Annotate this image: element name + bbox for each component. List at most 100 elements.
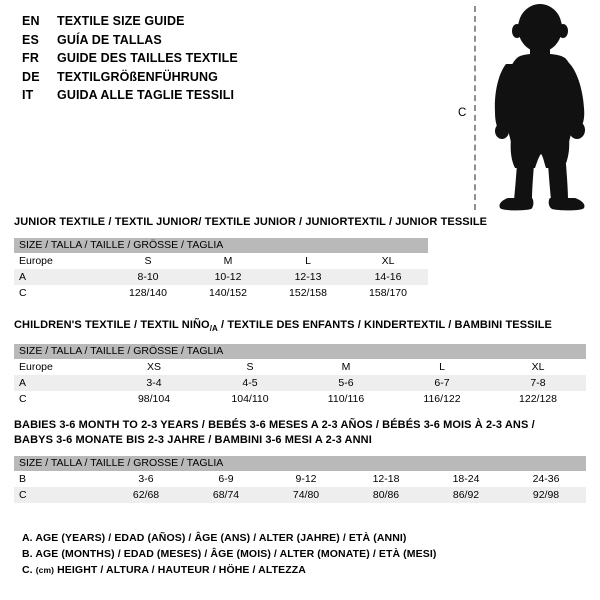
legend-line-c: C. (cm) HEIGHT / ALTURA / HAUTEUR / HÖHE… [22, 562, 436, 578]
measurement-legend: A. AGE (YEARS) / EDAD (AÑOS) / ÂGE (ANS)… [22, 530, 436, 578]
size-header-label: SIZE / TALLA / TAILLE / GRÖSSE / TAGLIA [14, 238, 429, 253]
table-row: C 62/68 68/74 74/80 80/86 86/92 92/98 [14, 487, 587, 503]
row-label-a: A [14, 269, 108, 285]
cell-value: L [394, 359, 490, 376]
row-label-a: A [14, 375, 106, 392]
cell-value: S [108, 253, 188, 269]
cell-value: S [202, 359, 298, 376]
language-row-es: ES GUÍA DE TALLAS [22, 33, 422, 52]
section-babies-textile: BABIES 3-6 MONTH TO 2-3 YEARS / BEBÉS 3-… [14, 418, 587, 503]
cell-value: 116/122 [394, 391, 490, 408]
language-row-en: EN TEXTILE SIZE GUIDE [22, 14, 422, 33]
section-children-textile: CHILDREN'S TEXTILE / TEXTIL NIÑO/A / TEX… [14, 318, 586, 408]
language-code-fr: FR [22, 51, 40, 65]
section-title-children-part1: CHILDREN'S TEXTILE / TEXTIL NIÑO [14, 319, 210, 331]
babies-size-table: SIZE / TALLA / TAILLE / GROSSE / TAGLIA … [14, 456, 587, 503]
cell-value: 110/116 [298, 391, 394, 408]
cell-value: 128/140 [108, 285, 188, 301]
section-title-children-part2: / TEXTILE DES ENFANTS / KINDERTEXTIL / B… [217, 319, 552, 331]
cell-value: XL [348, 253, 429, 269]
cell-value: 122/128 [490, 391, 586, 408]
cell-value: 12-13 [268, 269, 348, 285]
legend-line-c-unit: (cm) [35, 565, 55, 575]
cell-value: 80/86 [346, 487, 426, 503]
table-row: A 8-10 10-12 12-13 14-16 [14, 269, 429, 285]
cell-value: 5-6 [298, 375, 394, 392]
language-code-en: EN [22, 14, 40, 28]
table-row: A 3-4 4-5 5-6 6-7 7-8 [14, 375, 586, 392]
cell-value: L [268, 253, 348, 269]
junior-size-table: SIZE / TALLA / TAILLE / GRÖSSE / TAGLIA … [14, 238, 429, 301]
language-code-de: DE [22, 69, 40, 84]
table-header-row: SIZE / TALLA / TAILLE / GRÖSSE / TAGLIA [14, 344, 586, 360]
cell-value: 18-24 [426, 471, 506, 487]
cell-value: 24-36 [506, 471, 587, 487]
legend-line-c-rest: HEIGHT / ALTURA / HAUTEUR / HÖHE / ALTEZ… [57, 564, 306, 576]
row-label-c: C [14, 285, 108, 301]
legend-line-a: A. AGE (YEARS) / EDAD (AÑOS) / ÂGE (ANS)… [22, 532, 407, 544]
height-dashed-line [474, 6, 476, 210]
cell-value: 74/80 [266, 487, 346, 503]
guide-title-it: GUIDA ALLE TAGLIE TESSILI [57, 88, 235, 102]
row-label-c: C [14, 487, 106, 503]
height-marker-label: C [458, 107, 467, 119]
section-title-junior: JUNIOR TEXTILE / TEXTIL JUNIOR/ TEXTILE … [14, 216, 488, 228]
section-junior-textile: JUNIOR TEXTILE / TEXTIL JUNIOR/ TEXTILE … [14, 215, 487, 301]
cell-value: 8-10 [108, 269, 188, 285]
language-row-de: DE TEXTILGRÖßENFÜHRUNG [22, 70, 422, 89]
row-label-europe: Europe [14, 359, 106, 376]
cell-value: 6-9 [186, 471, 266, 487]
section-title-children: CHILDREN'S TEXTILE / TEXTIL NIÑO/A / TEX… [14, 318, 586, 336]
guide-title-fr: GUIDE DES TAILLES TEXTILE [57, 51, 238, 65]
cell-value: 4-5 [202, 375, 298, 392]
size-header-label: SIZE / TALLA / TAILLE / GROSSE / TAGLIA [14, 456, 587, 471]
table-header-row: SIZE / TALLA / TAILLE / GRÖSSE / TAGLIA [14, 238, 429, 253]
guide-title-de: TEXTILGRÖßENFÜHRUNG [57, 69, 218, 84]
cell-value: 12-18 [346, 471, 426, 487]
cell-value: 10-12 [188, 269, 268, 285]
section-title-babies-line1: BABIES 3-6 MONTH TO 2-3 YEARS / BEBÉS 3-… [14, 419, 535, 431]
cell-value: 14-16 [348, 269, 429, 285]
height-measurement-figure: C [440, 4, 600, 212]
cell-value: 104/110 [202, 391, 298, 408]
section-title-children-sub: /A [209, 324, 218, 334]
cell-value: 68/74 [186, 487, 266, 503]
table-row: B 3-6 6-9 9-12 12-18 18-24 24-36 [14, 471, 587, 487]
cell-value: 98/104 [106, 391, 202, 408]
toddler-silhouette-icon [494, 4, 585, 211]
cell-value: 62/68 [106, 487, 186, 503]
language-row-it: IT GUIDA ALLE TAGLIE TESSILI [22, 88, 422, 107]
cell-value: 152/158 [268, 285, 348, 301]
table-row: C 98/104 104/110 110/116 116/122 122/128 [14, 391, 586, 408]
table-row: Europe XS S M L XL [14, 359, 586, 376]
row-label-b: B [14, 471, 106, 487]
cell-value: 158/170 [348, 285, 429, 301]
table-row: Europe S M L XL [14, 253, 429, 269]
cell-value: 7-8 [490, 375, 586, 392]
row-label-europe: Europe [14, 253, 108, 269]
language-header-block: EN TEXTILE SIZE GUIDE ES GUÍA DE TALLAS … [22, 14, 422, 107]
cell-value: 6-7 [394, 375, 490, 392]
table-header-row: SIZE / TALLA / TAILLE / GROSSE / TAGLIA [14, 456, 587, 471]
legend-line-c-prefix: C. [22, 564, 33, 576]
language-code-it: IT [22, 88, 34, 102]
size-header-label: SIZE / TALLA / TAILLE / GRÖSSE / TAGLIA [14, 344, 586, 360]
cell-value: 3-4 [106, 375, 202, 392]
cell-value: 86/92 [426, 487, 506, 503]
row-label-c: C [14, 391, 106, 408]
language-code-es: ES [22, 32, 40, 47]
cell-value: 140/152 [188, 285, 268, 301]
cell-value: 9-12 [266, 471, 346, 487]
cell-value: M [188, 253, 268, 269]
legend-line-b: B. AGE (MONTHS) / EDAD (MESES) / ÂGE (MO… [22, 548, 437, 560]
cell-value: 92/98 [506, 487, 587, 503]
guide-title-en: TEXTILE SIZE GUIDE [57, 14, 185, 28]
cell-value: M [298, 359, 394, 376]
language-row-fr: FR GUIDE DES TAILLES TEXTILE [22, 51, 422, 70]
children-size-table: SIZE / TALLA / TAILLE / GRÖSSE / TAGLIA … [14, 344, 586, 408]
guide-title-es: GUÍA DE TALLAS [57, 32, 162, 47]
section-title-babies-line2: BABYS 3-6 MONATE BIS 2-3 JAHRE / BAMBINI… [14, 434, 372, 446]
cell-value: XS [106, 359, 202, 376]
table-row: C 128/140 140/152 152/158 158/170 [14, 285, 429, 301]
cell-value: 3-6 [106, 471, 186, 487]
